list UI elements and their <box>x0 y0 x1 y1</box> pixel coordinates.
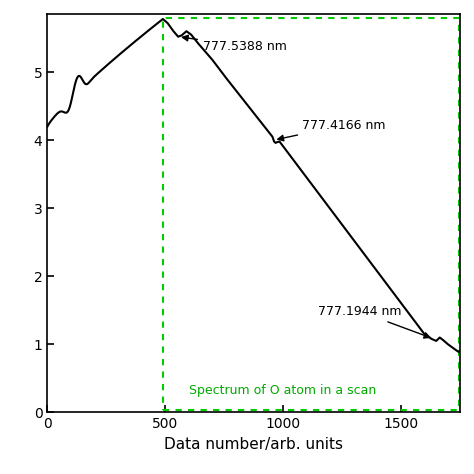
X-axis label: Data number/arb. units: Data number/arb. units <box>164 437 343 452</box>
Text: 777.5388 nm: 777.5388 nm <box>182 36 287 53</box>
Text: 777.4166 nm: 777.4166 nm <box>278 118 385 141</box>
Text: Spectrum of O atom in a scan: Spectrum of O atom in a scan <box>190 384 377 397</box>
Text: 777.1944 nm: 777.1944 nm <box>319 305 430 338</box>
Bar <box>163 18 459 410</box>
